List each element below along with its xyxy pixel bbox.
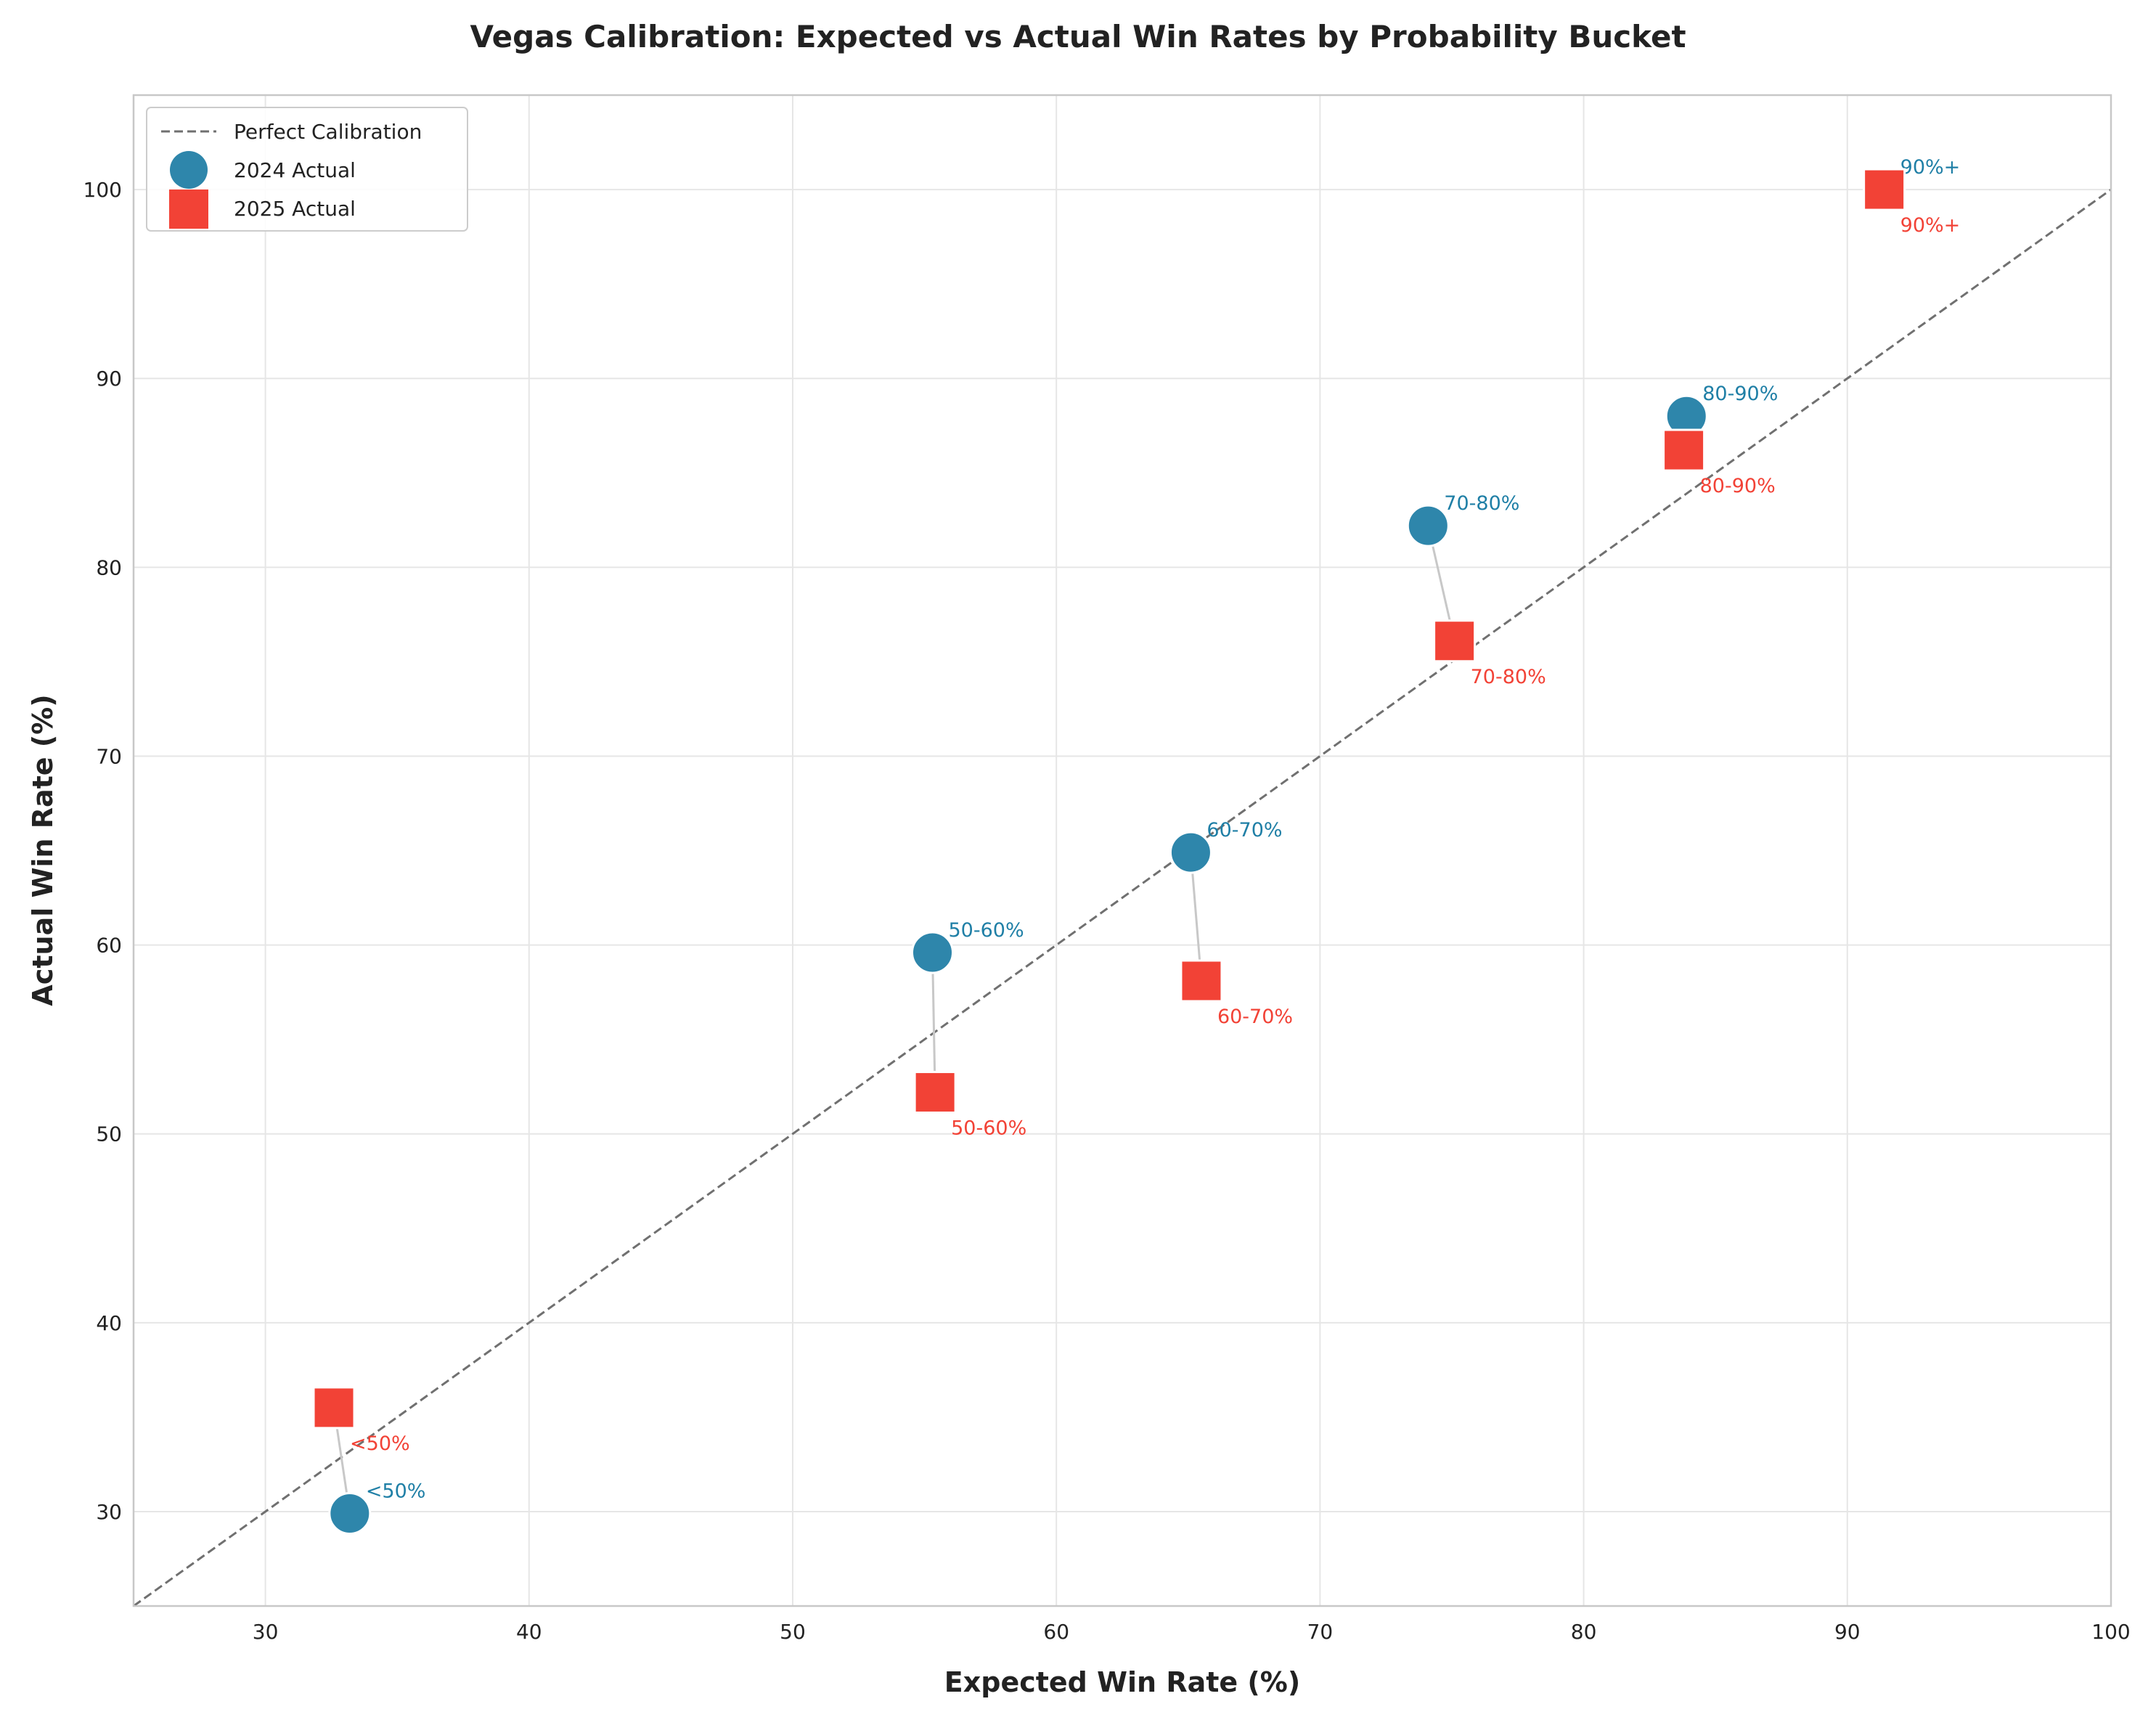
- x-tick-label: 70: [1307, 1620, 1334, 1644]
- x-tick-label: 80: [1571, 1620, 1597, 1644]
- point-2025: [1863, 168, 1906, 211]
- point-2025: [1180, 959, 1223, 1003]
- point-2025: [1662, 428, 1706, 472]
- point-2025: [312, 1386, 356, 1430]
- y-tick-label: 90: [96, 367, 122, 391]
- y-tick-label: 40: [96, 1311, 122, 1335]
- point-label-2025: 60-70%: [1217, 1006, 1293, 1028]
- grid: [134, 95, 2112, 1606]
- legend-label-2024: 2024 Actual: [234, 158, 356, 182]
- point-2024: [1406, 504, 1450, 547]
- legend-square-swatch: [169, 189, 208, 229]
- y-tick-label: 30: [96, 1500, 122, 1524]
- y-axis-label: Actual Win Rate (%): [27, 694, 59, 1006]
- point-label-2025: <50%: [350, 1432, 410, 1455]
- point-label-2025: 90%+: [1900, 214, 1961, 237]
- y-tick-label: 50: [96, 1122, 122, 1146]
- legend-box: [146, 107, 468, 232]
- point-2025: [1433, 619, 1477, 663]
- point-label-2024: 60-70%: [1206, 819, 1282, 841]
- y-tick-label: 60: [96, 934, 122, 958]
- point-label-2024: 90%+: [1900, 156, 1961, 179]
- point-2025: [913, 1070, 957, 1114]
- y-tick-label: 70: [96, 744, 122, 768]
- plot-frame: [132, 94, 2112, 1607]
- x-tick-label: 100: [2091, 1620, 2130, 1644]
- perfect-calibration-line: [133, 188, 2112, 1607]
- x-tick-label: 40: [516, 1620, 542, 1644]
- legend: Perfect Calibration 2024 Actual 2025 Actua…: [146, 107, 468, 232]
- y-tick-label: 100: [83, 178, 122, 202]
- legend-circle-swatch: [170, 151, 208, 189]
- x-tick-label: 60: [1043, 1620, 1069, 1644]
- connector-line: [931, 952, 936, 1093]
- x-axis-label: Expected Win Rate (%): [944, 1666, 1300, 1698]
- point-label-2025: 80-90%: [1700, 475, 1776, 497]
- point-2024: [328, 1492, 372, 1536]
- point-label-2025: 70-80%: [1471, 666, 1546, 688]
- point-2024: [910, 931, 954, 974]
- point-2024: [1169, 831, 1212, 874]
- legend-label-perfect-calibration: Perfect Calibration: [234, 120, 422, 144]
- tick-labels: 30 40 50 60 70 80 90 100 30 40 50 60 70 80 90 100: [83, 178, 2131, 1644]
- y-tick-label: 80: [96, 555, 122, 579]
- point-label-2024: 70-80%: [1444, 492, 1519, 515]
- point-label-2024: 50-60%: [948, 919, 1024, 942]
- legend-label-2025: 2025 Actual: [234, 197, 356, 221]
- x-tick-label: 50: [780, 1620, 806, 1644]
- data-marks: <50% 50-60% 60-70% 70-80% 80-90% 90%+ <50% 50-6…: [133, 156, 2112, 1607]
- x-tick-label: 90: [1834, 1620, 1861, 1644]
- point-label-2024: 80-90%: [1702, 383, 1778, 405]
- point-label-2025: 50-60%: [951, 1117, 1026, 1139]
- x-tick-label: 30: [253, 1620, 279, 1644]
- point-label-2024: <50%: [366, 1480, 426, 1503]
- chart-title: Vegas Calibration: Expected vs Actual Wi…: [470, 19, 1686, 54]
